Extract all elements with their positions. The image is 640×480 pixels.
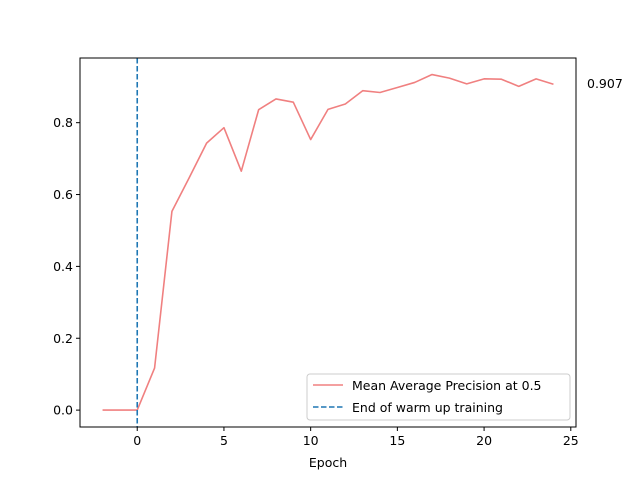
x-tick-label: 10 [303,433,319,448]
x-tick-label: 5 [220,433,228,448]
x-tick-label: 20 [476,433,492,448]
plot-frame [79,57,577,428]
end-value-annotation: 0.907 [587,76,623,91]
y-tick-label: 0.0 [53,403,73,418]
plot-lines [102,58,554,427]
legend: Mean Average Precision at 0.5 End of war… [306,373,571,421]
legend-box [306,373,571,421]
x-tick-label: 15 [389,433,405,448]
x-axis-label: Epoch [309,455,347,470]
y-tick-label: 0.6 [53,187,73,202]
legend-label-warmup: End of warm up training [352,400,503,415]
y-tick-label: 0.4 [53,259,73,274]
y-axis: 0.0 0.2 0.4 0.6 0.8 [53,115,80,418]
y-tick-label: 0.8 [53,115,73,130]
x-axis: 0 5 10 15 20 25 [133,427,579,448]
y-tick-label: 0.2 [53,331,73,346]
x-tick-label: 25 [563,433,579,448]
legend-label-map: Mean Average Precision at 0.5 [352,378,542,393]
x-tick-label: 0 [133,433,141,448]
series-line-map [102,73,554,411]
